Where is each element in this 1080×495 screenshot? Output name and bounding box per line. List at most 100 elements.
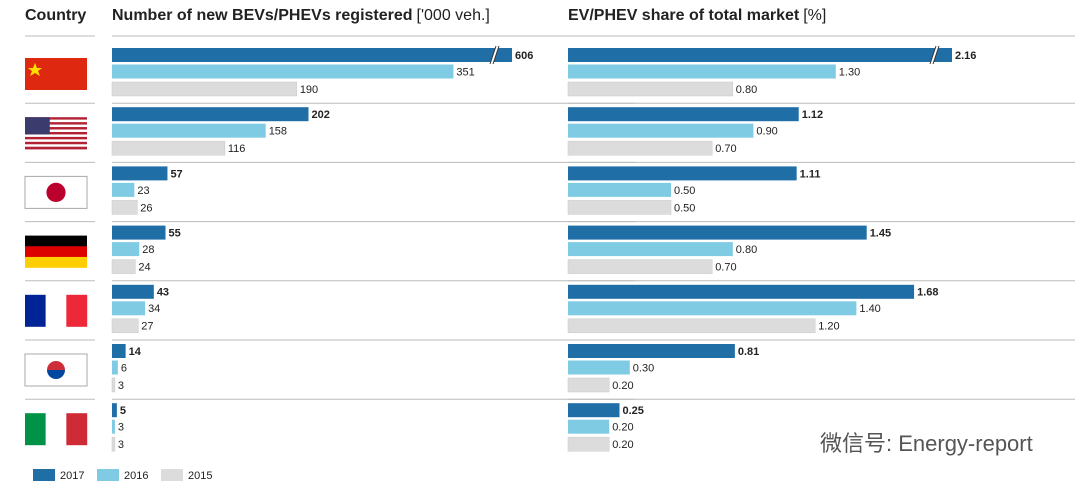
value-label: 0.80 (736, 84, 757, 96)
value-label: 5 (120, 405, 126, 417)
bar (568, 64, 836, 79)
legend-swatch (97, 469, 119, 481)
panel-title: EV/PHEV share of total market [%] (568, 7, 826, 24)
axis-break (930, 47, 939, 63)
legend-label: 2015 (188, 470, 212, 482)
bar (112, 360, 118, 375)
flag (25, 129, 87, 133)
flag (45, 413, 67, 446)
value-label: 55 (169, 228, 181, 240)
flag (25, 139, 87, 143)
bar (567, 140, 713, 156)
flag (66, 413, 88, 446)
flag (25, 124, 87, 128)
bar (112, 48, 512, 62)
value-label: 0.20 (612, 422, 633, 434)
bar (112, 403, 117, 418)
value-label: 3 (118, 380, 124, 392)
value-label: 116 (228, 143, 246, 155)
bar (568, 123, 754, 138)
axis-break (929, 45, 937, 65)
value-label: 24 (138, 262, 150, 274)
bar (567, 436, 610, 452)
flag (25, 134, 87, 138)
flag (25, 413, 46, 446)
flag (25, 141, 87, 145)
axis-break (490, 47, 499, 63)
bar (568, 182, 671, 197)
value-label: 3 (118, 422, 124, 434)
bar (567, 377, 610, 393)
value-label: 57 (170, 168, 182, 180)
flag (25, 131, 87, 135)
bar (112, 64, 454, 79)
panel-title: Number of new BEVs/PHEVs registered (112, 7, 413, 24)
value-label: 34 (148, 303, 160, 315)
legend-swatch (33, 469, 55, 481)
value-label: 158 (269, 126, 287, 138)
value-label: 0.70 (715, 262, 736, 274)
flag (25, 256, 87, 268)
flag (25, 122, 87, 125)
bar (111, 318, 139, 334)
bar (112, 107, 309, 122)
flag (25, 127, 87, 130)
value-label: 1.11 (800, 168, 821, 180)
legend-swatch (161, 469, 183, 481)
value-label: 0.70 (715, 143, 736, 155)
bar (112, 182, 135, 197)
value-label: 0.81 (738, 346, 759, 358)
bar (112, 166, 168, 181)
bar (112, 242, 140, 257)
flag (46, 182, 66, 202)
bar (111, 81, 298, 97)
bar (111, 140, 226, 156)
value-label: 351 (456, 66, 474, 78)
bar (568, 419, 610, 434)
country-header: Country (25, 7, 86, 24)
value-label: 0.80 (736, 244, 757, 256)
value-label: 0.50 (674, 202, 695, 214)
flag (24, 353, 88, 387)
value-label: 2.16 (955, 50, 976, 62)
bar (567, 318, 816, 334)
flag (25, 117, 87, 120)
bar (111, 200, 138, 215)
bar (111, 436, 116, 452)
panel-title: EV/PHEV share of total market (568, 7, 800, 24)
bar (112, 225, 166, 240)
value-label: 202 (311, 109, 329, 121)
flag (47, 361, 65, 370)
bar (567, 81, 734, 97)
value-label: 1.12 (802, 109, 823, 121)
value-label: 27 (141, 321, 153, 333)
bar (568, 284, 915, 299)
bar (112, 344, 126, 358)
value-label: 1.30 (839, 66, 860, 78)
value-label: 0.25 (623, 405, 644, 417)
value-label: 14 (129, 346, 142, 358)
bar (568, 166, 797, 181)
bar (568, 301, 857, 316)
value-label: 26 (140, 202, 152, 214)
bar (112, 301, 146, 316)
value-label: 0.90 (756, 126, 777, 138)
value-label: 6 (121, 362, 127, 374)
bar (568, 225, 867, 240)
value-label: 1.45 (870, 228, 891, 240)
bar (567, 259, 713, 274)
bar (568, 403, 620, 418)
bar (568, 48, 952, 62)
flag (28, 63, 42, 76)
flag (25, 235, 87, 247)
bar (112, 284, 154, 299)
value-label: 190 (300, 84, 318, 96)
flag (25, 119, 87, 123)
bar (111, 259, 136, 274)
bar (568, 360, 630, 375)
flag (25, 136, 87, 140)
value-label: 3 (118, 439, 124, 451)
value-label: 1.20 (818, 321, 839, 333)
